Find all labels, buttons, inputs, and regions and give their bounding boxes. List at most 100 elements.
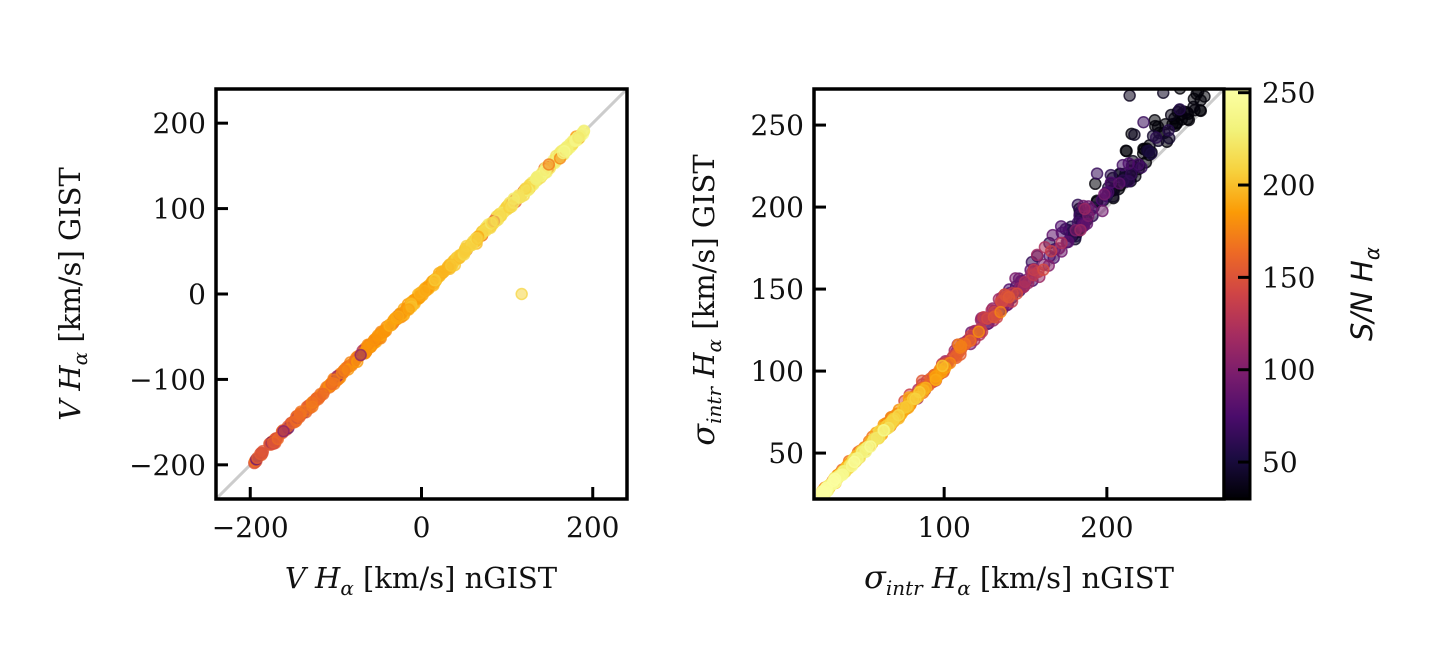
right-data-point [1196,72,1207,83]
left-panel: −200 0 200 −200 −100 0 100 200 V Hα [km/s] nGI… [53,87,629,600]
left-data-point [542,158,556,171]
right-data-point [1180,67,1191,78]
right-panel: 100 200 50 100 150 200 250 σintr Hα [km/s] nG… [684,60,1226,600]
right-y-tick-label: 100 [751,355,804,388]
right-data-point [1123,89,1136,102]
left-x-tick-label: 0 [413,511,431,544]
right-data-point [1030,248,1044,262]
right-data-point [1144,147,1158,160]
right-data-point [1122,157,1135,170]
left-data-point [515,287,528,301]
left-data-point [327,373,341,386]
right-data-point [1128,128,1141,141]
left-data-point [354,348,367,362]
left-data-point [306,400,319,413]
right-y-tick-label: 50 [768,437,804,470]
right-data-point [1195,60,1206,71]
colorbar-tick-label: 200 [1262,169,1315,202]
right-data-point [1078,202,1091,216]
right-data-point [1164,108,1178,122]
right-data-point [892,409,905,422]
left-data-point [444,259,458,272]
left-data-point [402,303,415,316]
right-data-point [1156,89,1170,99]
right-data-point [1074,223,1087,237]
right-data-point [1089,177,1102,191]
left-y-ticks: −200 −100 0 100 200 [129,107,228,482]
colorbar-label: S/N Hα [1345,247,1384,341]
right-data-point [1173,103,1186,116]
right-data-point [1044,245,1058,258]
right-data-point [1119,144,1133,158]
right-data-point [1125,167,1138,181]
colorbar-gradient [1224,89,1250,499]
right-y-ticks: 50 100 150 200 250 [751,109,826,470]
right-y-tick-label: 250 [751,109,804,142]
left-x-tick-label: 200 [566,511,619,544]
right-data-point [1188,64,1199,75]
right-data-point [1002,291,1016,304]
left-data-point [368,333,381,346]
left-y-tick-label: −100 [129,363,206,396]
right-data-point [1096,204,1109,218]
right-x-axis-label: σintr Hα [km/s] nGIST [864,558,1175,600]
right-data-point [1196,61,1207,72]
left-data-point [428,273,442,287]
right-data-point [1113,177,1126,190]
colorbar-tick-label: 100 [1262,354,1315,387]
left-y-tick-label: 100 [153,193,206,226]
right-data-point [864,440,877,453]
right-data-point [1149,131,1163,144]
left-data-point [471,232,484,246]
right-data-point [1162,124,1175,137]
colorbar: 50 100 150 200 250 S/N Hα [1222,77,1384,501]
right-data-point [929,373,943,387]
left-y-tick-label: −200 [129,449,206,482]
left-x-tick-label: −200 [212,511,289,544]
right-data-point [828,472,842,486]
left-data-point [317,387,330,401]
colorbar-tick-label: 250 [1262,77,1315,110]
right-data-point [848,455,861,469]
colorbar-frame [1222,87,1252,501]
right-x-tick-label: 200 [1080,511,1133,544]
colorbar-tick-label: 150 [1262,261,1315,294]
left-data-point [530,171,543,184]
left-data-point [418,284,431,298]
colorbar-tick-label: 50 [1262,446,1298,479]
right-data-point [1090,167,1104,180]
left-data-point [255,446,268,459]
right-y-axis-label: σintr Hα [km/s] GIST [684,154,726,446]
right-data-point [1054,220,1068,233]
left-x-axis-label: V Hα [km/s] nGIST [285,561,558,600]
right-y-tick-label: 150 [751,273,804,306]
left-y-tick-label: 200 [153,107,206,140]
right-data-point [1055,236,1068,250]
right-data-point [1202,74,1213,85]
right-data-point [1200,65,1211,76]
right-data-point [963,334,977,347]
left-plot-area [216,89,627,499]
left-data-point [277,425,290,438]
right-data-point [1190,89,1203,101]
right-data-point [1098,188,1111,201]
left-y-axis-label: V Hα [km/s] GIST [53,167,92,421]
left-data-point [337,364,351,377]
left-data-point [458,245,472,259]
colorbar-ticks: 50 100 150 200 250 [1238,77,1315,479]
right-data-point [1137,116,1150,129]
right-data-point [936,359,949,373]
left-y-tick-label: 0 [188,278,206,311]
right-data-point [900,400,913,414]
left-data-point [388,312,402,325]
right-data-point [1046,228,1059,242]
left-x-ticks: −200 0 200 [212,487,619,544]
right-data-point [819,481,833,495]
right-data-point [1037,263,1050,277]
right-scatter-points [815,60,1213,499]
right-x-tick-label: 100 [917,511,970,544]
right-data-point [1186,73,1197,84]
right-y-tick-label: 200 [751,191,804,224]
right-data-point [877,424,890,437]
